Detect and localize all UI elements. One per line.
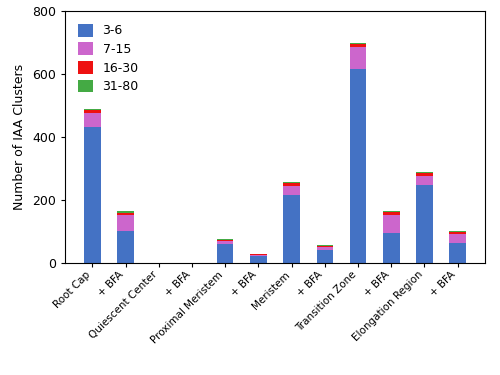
Bar	[350, 47, 366, 69]
Bar	[383, 212, 400, 215]
Bar	[217, 240, 234, 244]
Y-axis label: Number of IAA Clusters: Number of IAA Clusters	[14, 64, 26, 210]
Bar	[316, 250, 333, 262]
Bar	[450, 234, 466, 243]
Bar	[416, 176, 432, 184]
Bar	[350, 44, 366, 47]
Bar	[316, 245, 333, 246]
Bar	[84, 113, 100, 128]
Bar	[250, 254, 266, 255]
Bar	[450, 231, 466, 232]
Bar	[250, 256, 266, 262]
Bar	[118, 211, 134, 213]
Legend: 3-6, 7-15, 16-30, 31-80: 3-6, 7-15, 16-30, 31-80	[72, 18, 145, 99]
Bar	[383, 215, 400, 232]
Bar	[450, 243, 466, 262]
Bar	[383, 232, 400, 262]
Bar	[350, 43, 366, 44]
Bar	[84, 110, 100, 113]
Bar	[284, 182, 300, 183]
Bar	[284, 183, 300, 186]
Bar	[316, 246, 333, 247]
Bar	[350, 69, 366, 262]
Bar	[84, 128, 100, 262]
Bar	[118, 213, 134, 215]
Bar	[316, 247, 333, 250]
Bar	[383, 211, 400, 212]
Bar	[217, 239, 234, 240]
Bar	[416, 184, 432, 262]
Bar	[450, 232, 466, 234]
Bar	[416, 173, 432, 176]
Bar	[250, 255, 266, 256]
Bar	[416, 172, 432, 173]
Bar	[284, 195, 300, 262]
Bar	[217, 244, 234, 262]
Bar	[118, 231, 134, 262]
Bar	[118, 215, 134, 231]
Bar	[84, 109, 100, 110]
Bar	[284, 186, 300, 195]
